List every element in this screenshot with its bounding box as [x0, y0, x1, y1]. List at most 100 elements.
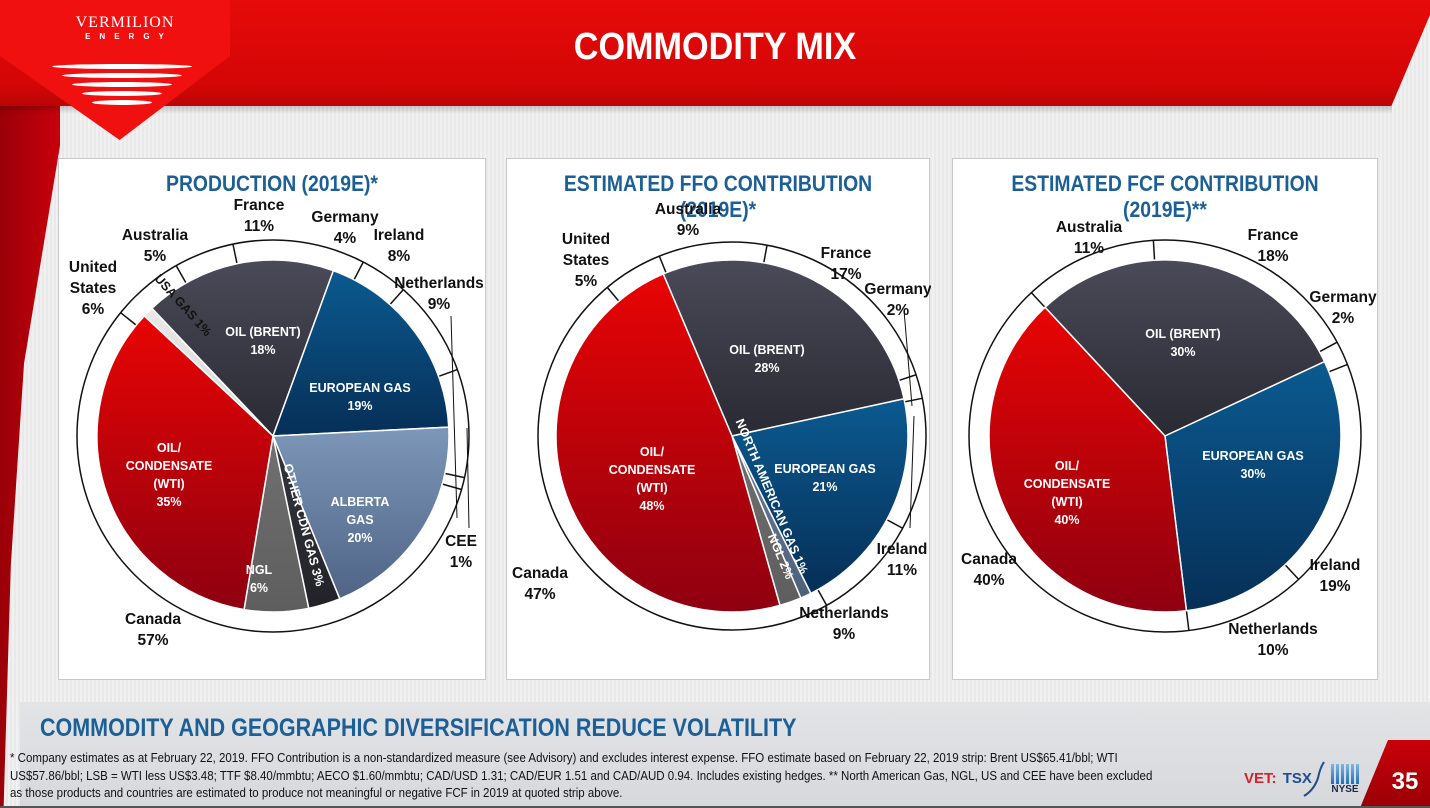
- country-divider-netherlands: [1283, 562, 1300, 580]
- ffo-pie-chart: OIL (BRENT) 28% EUROPEAN GAS 21% OIL/CONDENS…: [512, 201, 931, 643]
- brand-name: VERMILION: [75, 14, 175, 31]
- nyse-bars-icon: [1327, 764, 1363, 784]
- country-label-line: Canada: [512, 565, 568, 582]
- country-label-france: France 17%: [821, 245, 872, 283]
- country-label-line: 10%: [1257, 642, 1288, 659]
- slice-oil-brent: [1043, 259, 1326, 437]
- fcf-panel: ESTIMATED FCF CONTRIBUTION (2019E)** OIL…: [952, 158, 1378, 680]
- ffo-panel: ESTIMATED FFO CONTRIBUTION (2019E)* OIL …: [506, 158, 931, 680]
- slice-label-line: (WTI): [636, 481, 667, 495]
- country-label-ireland: Ireland 19%: [1310, 557, 1361, 595]
- country-label-line: 2%: [1332, 310, 1355, 327]
- slice-label-line: 35%: [156, 495, 181, 509]
- production-panel: PRODUCTION (2019E)* OIL (BRENT) 18% EUROPE…: [58, 158, 486, 680]
- country-label-line: France: [234, 197, 285, 214]
- country-label-line: 40%: [973, 572, 1004, 589]
- country-label-united-states: United States 5%: [562, 231, 610, 290]
- country-label-line: Germany: [311, 209, 379, 226]
- country-label-line: France: [821, 245, 872, 262]
- country-label-line: 6%: [82, 301, 105, 318]
- country-divider-netherlands: [436, 368, 458, 378]
- slice-label-line: 6%: [250, 581, 268, 595]
- slice-label-line: 30%: [1170, 345, 1195, 359]
- slice-label-line: 19%: [347, 399, 372, 413]
- slice-oil-brent: [150, 259, 335, 438]
- country-label-cee: CEE 1%: [445, 533, 477, 571]
- country-divider-united-states: [606, 286, 621, 304]
- tsx-logo: TSX: [1282, 770, 1312, 787]
- tagline: COMMODITY AND GEOGRAPHIC DIVERSIFICATION…: [40, 714, 797, 742]
- slice-oil-condensate-wti: [555, 273, 781, 613]
- country-label-canada: Canada 57%: [125, 611, 181, 649]
- footnote-line: * Company estimates as at February 22, 2…: [10, 751, 1118, 765]
- country-label-line: 2%: [887, 302, 910, 319]
- country-divider-germany: [896, 374, 917, 382]
- slice-label-line: 28%: [754, 361, 779, 375]
- slice-label-line: 48%: [639, 499, 664, 513]
- footnote-line: as those products and countries are esti…: [10, 786, 623, 800]
- slice-label-line: NGL: [246, 563, 273, 577]
- slice-label-line: EUROPEAN GAS: [1202, 449, 1303, 463]
- country-label-canada: Canada 47%: [512, 565, 568, 603]
- slice-label-oil-brent: OIL (BRENT) 18%: [225, 325, 300, 357]
- country-divider-ireland: [388, 289, 404, 307]
- country-label-line: 19%: [1319, 578, 1350, 595]
- country-label-line: States: [70, 280, 117, 297]
- country-divider-ireland: [1326, 363, 1348, 374]
- slice-european-gas: [730, 397, 909, 595]
- country-label-germany: Germany 4%: [311, 209, 379, 247]
- country-label-line: 1%: [450, 554, 473, 571]
- slice-label-oil-condensate-wti: OIL/CONDENSATE (WTI) 35%: [126, 441, 213, 509]
- slice-label-line: OIL/: [640, 445, 665, 459]
- slice-oil-brent: [662, 259, 905, 437]
- slice-label-line: (WTI): [1051, 495, 1082, 509]
- country-divider-france: [1152, 240, 1156, 263]
- leader-line-ireland: [909, 415, 915, 529]
- country-label-netherlands: Netherlands 9%: [799, 605, 889, 643]
- slice-label-line: CONDENSATE: [126, 459, 213, 473]
- panel-title: ESTIMATED FCF CONTRIBUTION (2019E)**: [1011, 171, 1319, 222]
- country-label-australia: Australia 11%: [1056, 219, 1123, 257]
- production-pie-chart: OIL (BRENT) 18% EUROPEAN GAS 19% ALBERTA GAS 2…: [69, 197, 484, 649]
- slice-label-oil-condensate-wti: OIL/CONDENSATE (WTI) 48%: [609, 445, 696, 513]
- slice-oil-condensate-wti: [988, 306, 1188, 613]
- slice-label-line: 20%: [347, 531, 372, 545]
- country-divider-canada: [816, 587, 828, 606]
- slice-alberta-gas: [271, 426, 450, 600]
- country-divider-germany: [352, 261, 364, 282]
- country-label-line: Netherlands: [1228, 621, 1318, 638]
- country-label-line: Netherlands: [799, 605, 889, 622]
- slice-label-oil-brent: OIL (BRENT) 30%: [1145, 327, 1220, 359]
- country-label-line: United: [562, 231, 610, 248]
- footnote: * Company estimates as at February 22, 2…: [10, 750, 1188, 803]
- fcf-pie-chart: OIL (BRENT) 30% EUROPEAN GAS 30% OIL/CONDENS…: [961, 219, 1377, 659]
- country-label-line: Germany: [1309, 289, 1377, 306]
- country-label-line: CEE: [445, 533, 477, 550]
- slice-label-alberta-gas: ALBERTA GAS 20%: [331, 495, 390, 545]
- slice-label-ngl: NGL 6%: [246, 563, 273, 595]
- country-label-line: Australia: [655, 201, 722, 218]
- country-label-united-states: United States 6%: [69, 259, 117, 318]
- panel-title: PRODUCTION (2019E)*: [166, 171, 378, 196]
- country-label-france: France 18%: [1248, 227, 1299, 265]
- country-divider-australia: [175, 265, 188, 286]
- slice-label-line: CONDENSATE: [1024, 477, 1111, 491]
- country-label-line: Netherlands: [394, 275, 484, 292]
- tsx-swoosh-icon: [1303, 761, 1325, 797]
- leader-line-netherlands: [450, 315, 458, 519]
- slice-label-line: OIL/: [1055, 459, 1080, 473]
- country-label-line: 9%: [677, 222, 700, 239]
- country-label-line: 5%: [575, 273, 598, 290]
- slice-label-line: 18%: [250, 343, 275, 357]
- country-divider-germany: [1317, 341, 1338, 354]
- country-label-line: Ireland: [1310, 557, 1361, 574]
- slice-label-european-gas: EUROPEAN GAS 21%: [774, 462, 875, 494]
- country-label-netherlands: Netherlands 10%: [1228, 621, 1318, 659]
- country-label-netherlands: Netherlands 9%: [394, 275, 484, 313]
- slice-oil-condensate-wti: [96, 314, 274, 611]
- slice-european-gas: [1164, 360, 1342, 612]
- page-number: 35: [1391, 768, 1419, 795]
- country-label-ireland: Ireland 8%: [374, 227, 425, 265]
- bottom-rule: [0, 806, 1430, 808]
- country-divider-united-states: [120, 312, 139, 328]
